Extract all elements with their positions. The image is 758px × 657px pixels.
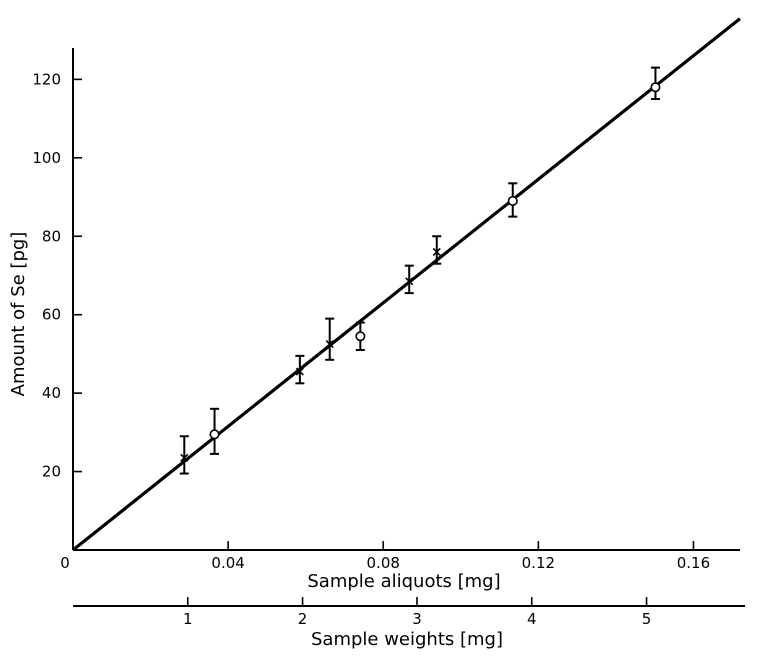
y-tick-label: 20 bbox=[42, 463, 61, 481]
data-point-circle bbox=[650, 66, 661, 100]
y-tick-label: 60 bbox=[42, 306, 61, 324]
x-tick-label: 0.08 bbox=[367, 554, 400, 572]
cross-marker bbox=[325, 340, 334, 349]
data-point-cross bbox=[179, 435, 189, 475]
secondary-x-tick-label: 5 bbox=[642, 610, 652, 628]
secondary-x-tick-label: 4 bbox=[527, 610, 537, 628]
y-tick-label: 40 bbox=[42, 384, 61, 402]
y-tick-label: 100 bbox=[32, 149, 61, 167]
y-ticks: 20 40 60 80 100 120 bbox=[32, 70, 82, 481]
x-tick-label: 0.12 bbox=[522, 554, 555, 572]
secondary-x-tick-label: 1 bbox=[183, 610, 193, 628]
cross-marker bbox=[180, 453, 189, 462]
cross-marker bbox=[432, 247, 441, 257]
y-tick-label: 80 bbox=[42, 227, 61, 245]
data-point-cross bbox=[432, 235, 442, 265]
secondary-x-axis-title: Sample weights [mg] bbox=[311, 629, 503, 650]
data-point-cross bbox=[404, 264, 414, 295]
secondary-x-ticks: 1 2 3 4 5 bbox=[183, 597, 651, 628]
x-tick-label: 0.16 bbox=[677, 554, 710, 572]
circle-marker bbox=[650, 82, 661, 93]
y-axis-title: Amount of Se [pg] bbox=[8, 232, 29, 397]
x-tick-label: 0.04 bbox=[211, 554, 244, 572]
circle-marker bbox=[355, 331, 366, 342]
secondary-x-tick-label: 2 bbox=[298, 610, 308, 628]
data-point-circle bbox=[209, 407, 220, 455]
origin-label: 0 bbox=[60, 554, 70, 572]
data-points bbox=[179, 66, 661, 475]
data-point-cross bbox=[325, 317, 335, 361]
circle-marker bbox=[209, 429, 220, 440]
cross-marker bbox=[405, 277, 414, 286]
data-point-circle bbox=[355, 321, 366, 351]
x-ticks: 0.04 0.08 0.12 0.16 bbox=[211, 541, 710, 572]
y-tick-label: 120 bbox=[32, 70, 61, 88]
secondary-x-tick-label: 3 bbox=[412, 610, 422, 628]
data-point-circle bbox=[507, 182, 518, 218]
cross-marker bbox=[295, 367, 304, 376]
circle-marker bbox=[507, 195, 518, 206]
plot-area: 20 40 60 80 100 120 0.04 0.08 0.12 0.16 1 2 3 4 5 0 bbox=[32, 17, 745, 628]
data-point-cross bbox=[295, 354, 305, 385]
x-axis-title: Sample aliquots [mg] bbox=[307, 571, 500, 592]
